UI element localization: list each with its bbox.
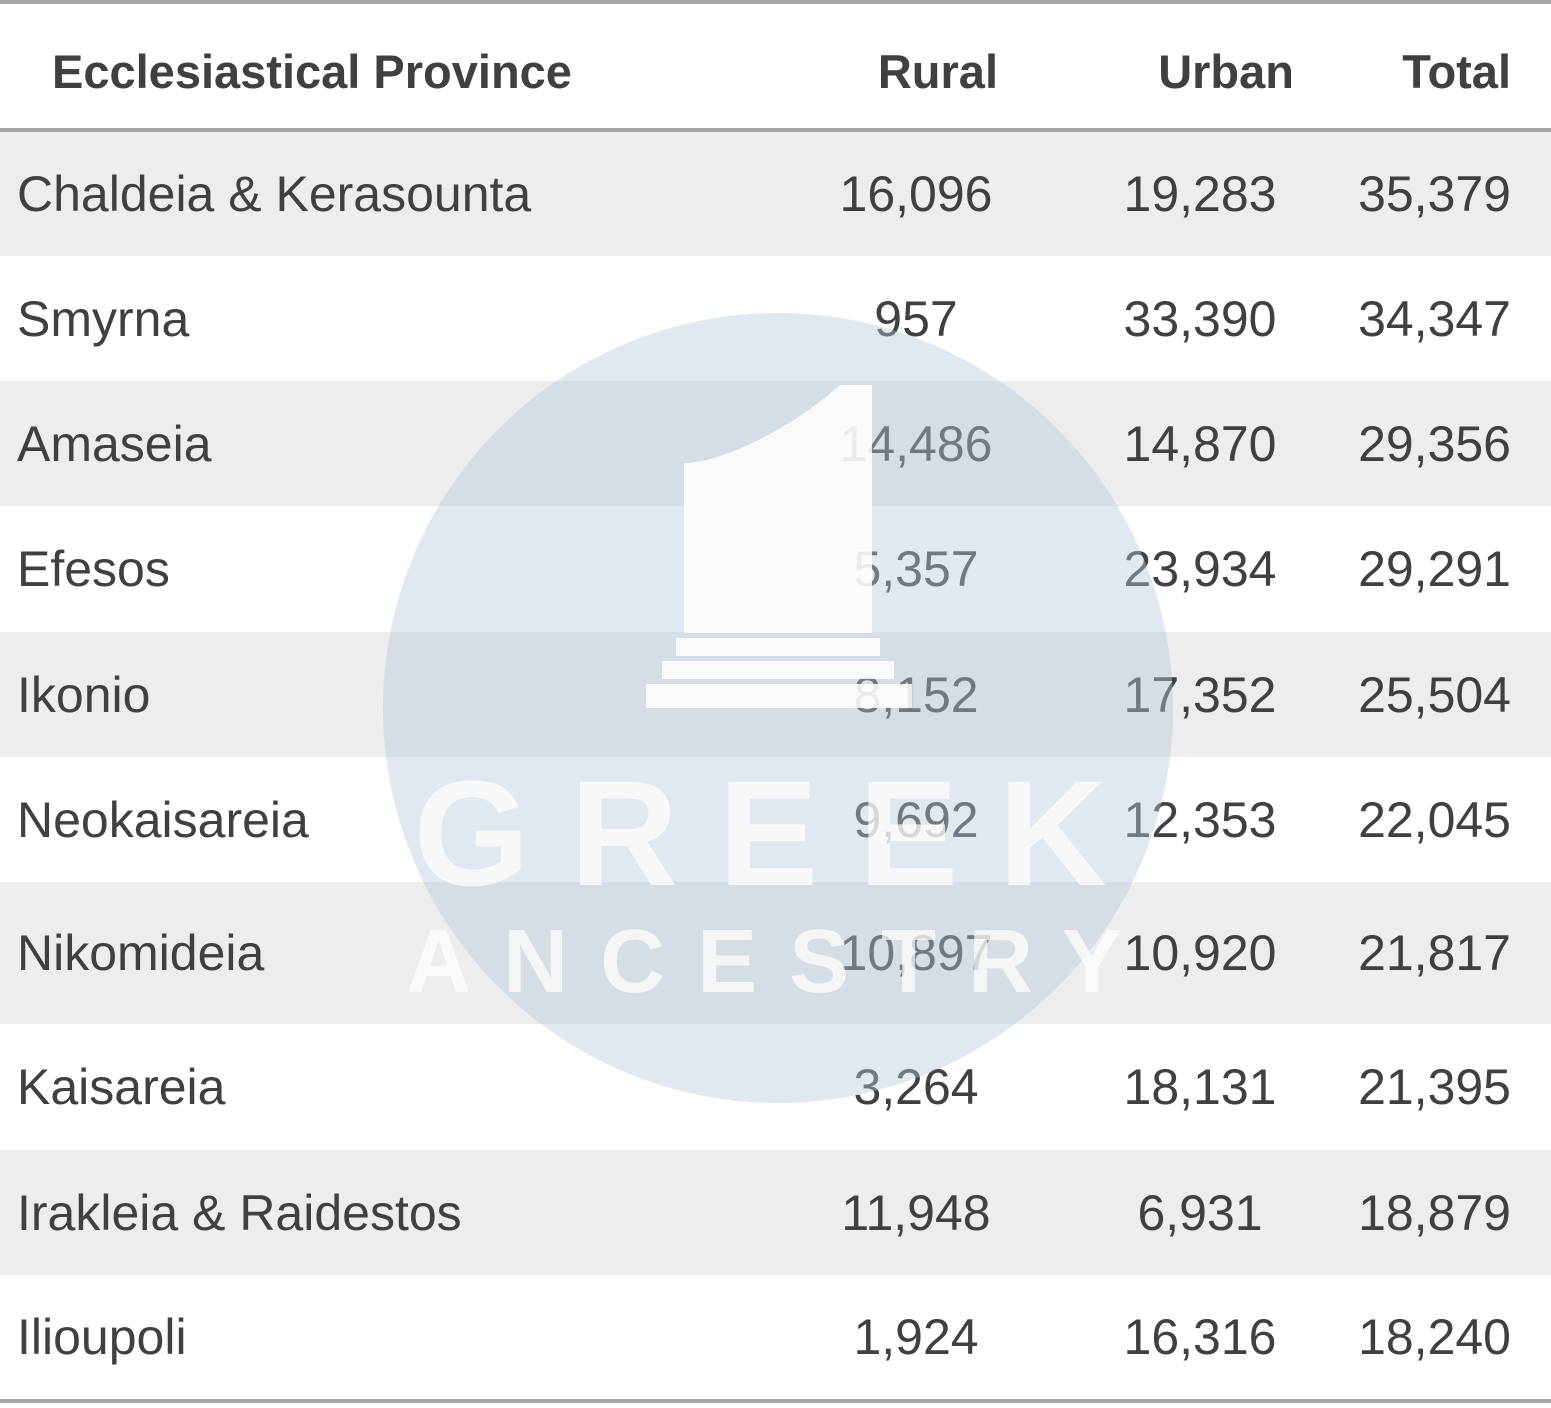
cell-total: 22,045 xyxy=(1358,791,1511,848)
table-row: Nikomideia 10,897 10,920 21,817 xyxy=(0,882,1551,1024)
cell-total: 29,291 xyxy=(1358,541,1511,597)
table-row: Ilioupoli 1,924 16,316 18,240 xyxy=(0,1275,1551,1399)
table-row: Efesos 5,357 23,934 29,291 xyxy=(0,506,1551,632)
cell-rural: 16,096 xyxy=(839,166,993,222)
table-row: Kaisareia 3,264 18,131 21,395 xyxy=(0,1024,1551,1150)
cell-urban: 12,353 xyxy=(1123,791,1277,848)
cell-rural: 14,486 xyxy=(839,415,993,472)
cell-total: 34,347 xyxy=(1358,290,1511,347)
table-top-rule xyxy=(0,0,1551,4)
cell-province: Amaseia xyxy=(17,415,212,472)
cell-total: 21,817 xyxy=(1358,925,1511,981)
cell-province: Ikonio xyxy=(17,666,151,723)
cell-total: 21,395 xyxy=(1358,1059,1511,1115)
cell-province: Irakleia & Raidestos xyxy=(17,1184,462,1241)
table-row: Smyrna 957 33,390 34,347 xyxy=(0,256,1551,381)
cell-rural: 10,897 xyxy=(839,925,993,981)
cell-province: Ilioupoli xyxy=(17,1309,187,1365)
header-urban: Urban xyxy=(1158,45,1294,98)
cell-total: 18,240 xyxy=(1358,1309,1511,1365)
header-province: Ecclesiastical Province xyxy=(52,45,572,98)
table-row: Ikonio 8,152 17,352 25,504 xyxy=(0,632,1551,757)
cell-urban: 33,390 xyxy=(1123,290,1277,347)
cell-rural: 3,264 xyxy=(853,1059,979,1115)
cell-urban: 16,316 xyxy=(1123,1309,1277,1365)
cell-province: Kaisareia xyxy=(17,1059,226,1115)
table-row: Amaseia 14,486 14,870 29,356 xyxy=(0,381,1551,506)
cell-rural: 957 xyxy=(874,290,958,347)
cell-total: 35,379 xyxy=(1358,166,1511,222)
cell-province: Smyrna xyxy=(17,290,190,347)
cell-urban: 19,283 xyxy=(1123,166,1277,222)
cell-rural: 1,924 xyxy=(853,1309,979,1365)
table-row: Chaldeia & Kerasounta 16,096 19,283 35,379 xyxy=(0,132,1551,256)
cell-province: Neokaisareia xyxy=(17,791,309,848)
cell-urban: 18,131 xyxy=(1123,1059,1277,1115)
cell-total: 29,356 xyxy=(1358,415,1511,472)
table-row: Neokaisareia 9,692 12,353 22,045 xyxy=(0,757,1551,882)
cell-rural: 11,948 xyxy=(841,1184,991,1241)
cell-province: Efesos xyxy=(17,541,170,597)
cell-urban: 10,920 xyxy=(1123,925,1277,981)
table-bottom-rule xyxy=(0,1399,1551,1403)
table-row: Irakleia & Raidestos 11,948 6,931 18,879 xyxy=(0,1150,1551,1275)
cell-province: Nikomideia xyxy=(17,925,265,981)
cell-urban: 17,352 xyxy=(1123,666,1277,723)
header-total: Total xyxy=(1402,45,1511,98)
cell-total: 25,504 xyxy=(1358,666,1511,723)
cell-rural: 8,152 xyxy=(853,666,979,723)
cell-urban: 23,934 xyxy=(1123,541,1277,597)
table-header: Ecclesiastical Province Rural Urban Tota… xyxy=(0,4,1551,132)
cell-urban: 14,870 xyxy=(1123,415,1277,472)
cell-urban: 6,931 xyxy=(1137,1184,1263,1241)
header-rural: Rural xyxy=(877,45,998,98)
cell-total: 18,879 xyxy=(1358,1184,1511,1241)
cell-rural: 9,692 xyxy=(853,791,979,848)
cell-province: Chaldeia & Kerasounta xyxy=(17,166,532,222)
cell-rural: 5,357 xyxy=(853,541,979,597)
